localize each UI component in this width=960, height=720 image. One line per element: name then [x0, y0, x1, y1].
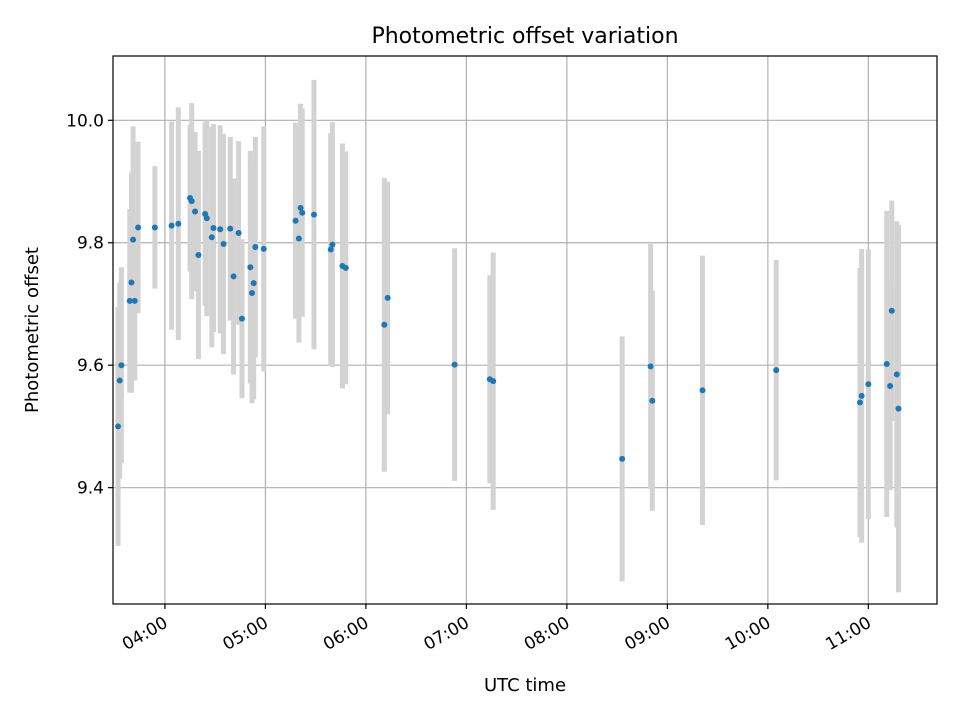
y-tick-label: 9.4 — [77, 479, 104, 499]
data-point — [292, 217, 299, 224]
data-point — [151, 224, 158, 231]
data-point — [250, 280, 257, 287]
data-point — [203, 215, 210, 222]
data-point — [895, 405, 902, 412]
data-point — [381, 321, 388, 328]
data-point — [773, 367, 780, 374]
data-point — [135, 224, 142, 231]
data-point — [116, 377, 123, 384]
data-point — [249, 289, 256, 296]
y-axis-label: Photometric offset — [22, 247, 43, 413]
plot-frame — [112, 55, 938, 605]
data-point — [230, 273, 237, 280]
data-point — [227, 225, 234, 232]
y-tick-label: 10.0 — [66, 111, 104, 131]
data-point — [115, 423, 122, 430]
data-point — [649, 397, 656, 404]
data-point — [310, 211, 317, 218]
data-point — [295, 235, 302, 242]
data-points — [115, 195, 902, 462]
y-tick-label: 9.8 — [77, 234, 104, 254]
data-point — [126, 297, 133, 304]
data-point — [128, 279, 135, 286]
data-point — [342, 264, 349, 271]
data-point — [865, 381, 872, 388]
data-point — [888, 307, 895, 314]
data-point — [490, 378, 497, 385]
data-point — [887, 383, 894, 390]
data-point — [210, 225, 217, 232]
data-point — [235, 229, 242, 236]
data-point — [329, 241, 336, 248]
y-axis-ticks: 9.4 9.6 9.8 10.0 — [66, 111, 113, 499]
data-point — [252, 244, 259, 251]
data-point — [188, 198, 195, 205]
data-point — [192, 208, 199, 215]
data-point — [647, 363, 654, 370]
data-point — [327, 246, 334, 253]
data-point — [260, 245, 267, 252]
data-point — [384, 294, 391, 301]
data-point — [195, 251, 202, 258]
data-point — [299, 209, 306, 216]
data-point — [220, 240, 227, 247]
chart-title: Photometric offset variation — [371, 24, 678, 49]
data-point — [856, 399, 863, 406]
data-point — [858, 392, 865, 399]
data-point — [118, 362, 125, 369]
data-point — [699, 387, 706, 394]
data-point — [130, 236, 137, 243]
data-point — [883, 360, 890, 367]
data-point — [297, 204, 304, 211]
data-point — [451, 361, 458, 368]
data-point — [238, 315, 245, 322]
data-point — [217, 226, 224, 233]
data-point — [168, 222, 175, 229]
data-point — [619, 455, 626, 462]
data-point — [175, 220, 182, 227]
data-point — [247, 264, 254, 271]
y-tick-label: 9.6 — [77, 356, 104, 376]
data-point — [893, 371, 900, 378]
x-axis-label: UTC time — [484, 675, 566, 696]
data-point — [131, 297, 138, 304]
data-point — [208, 234, 215, 241]
